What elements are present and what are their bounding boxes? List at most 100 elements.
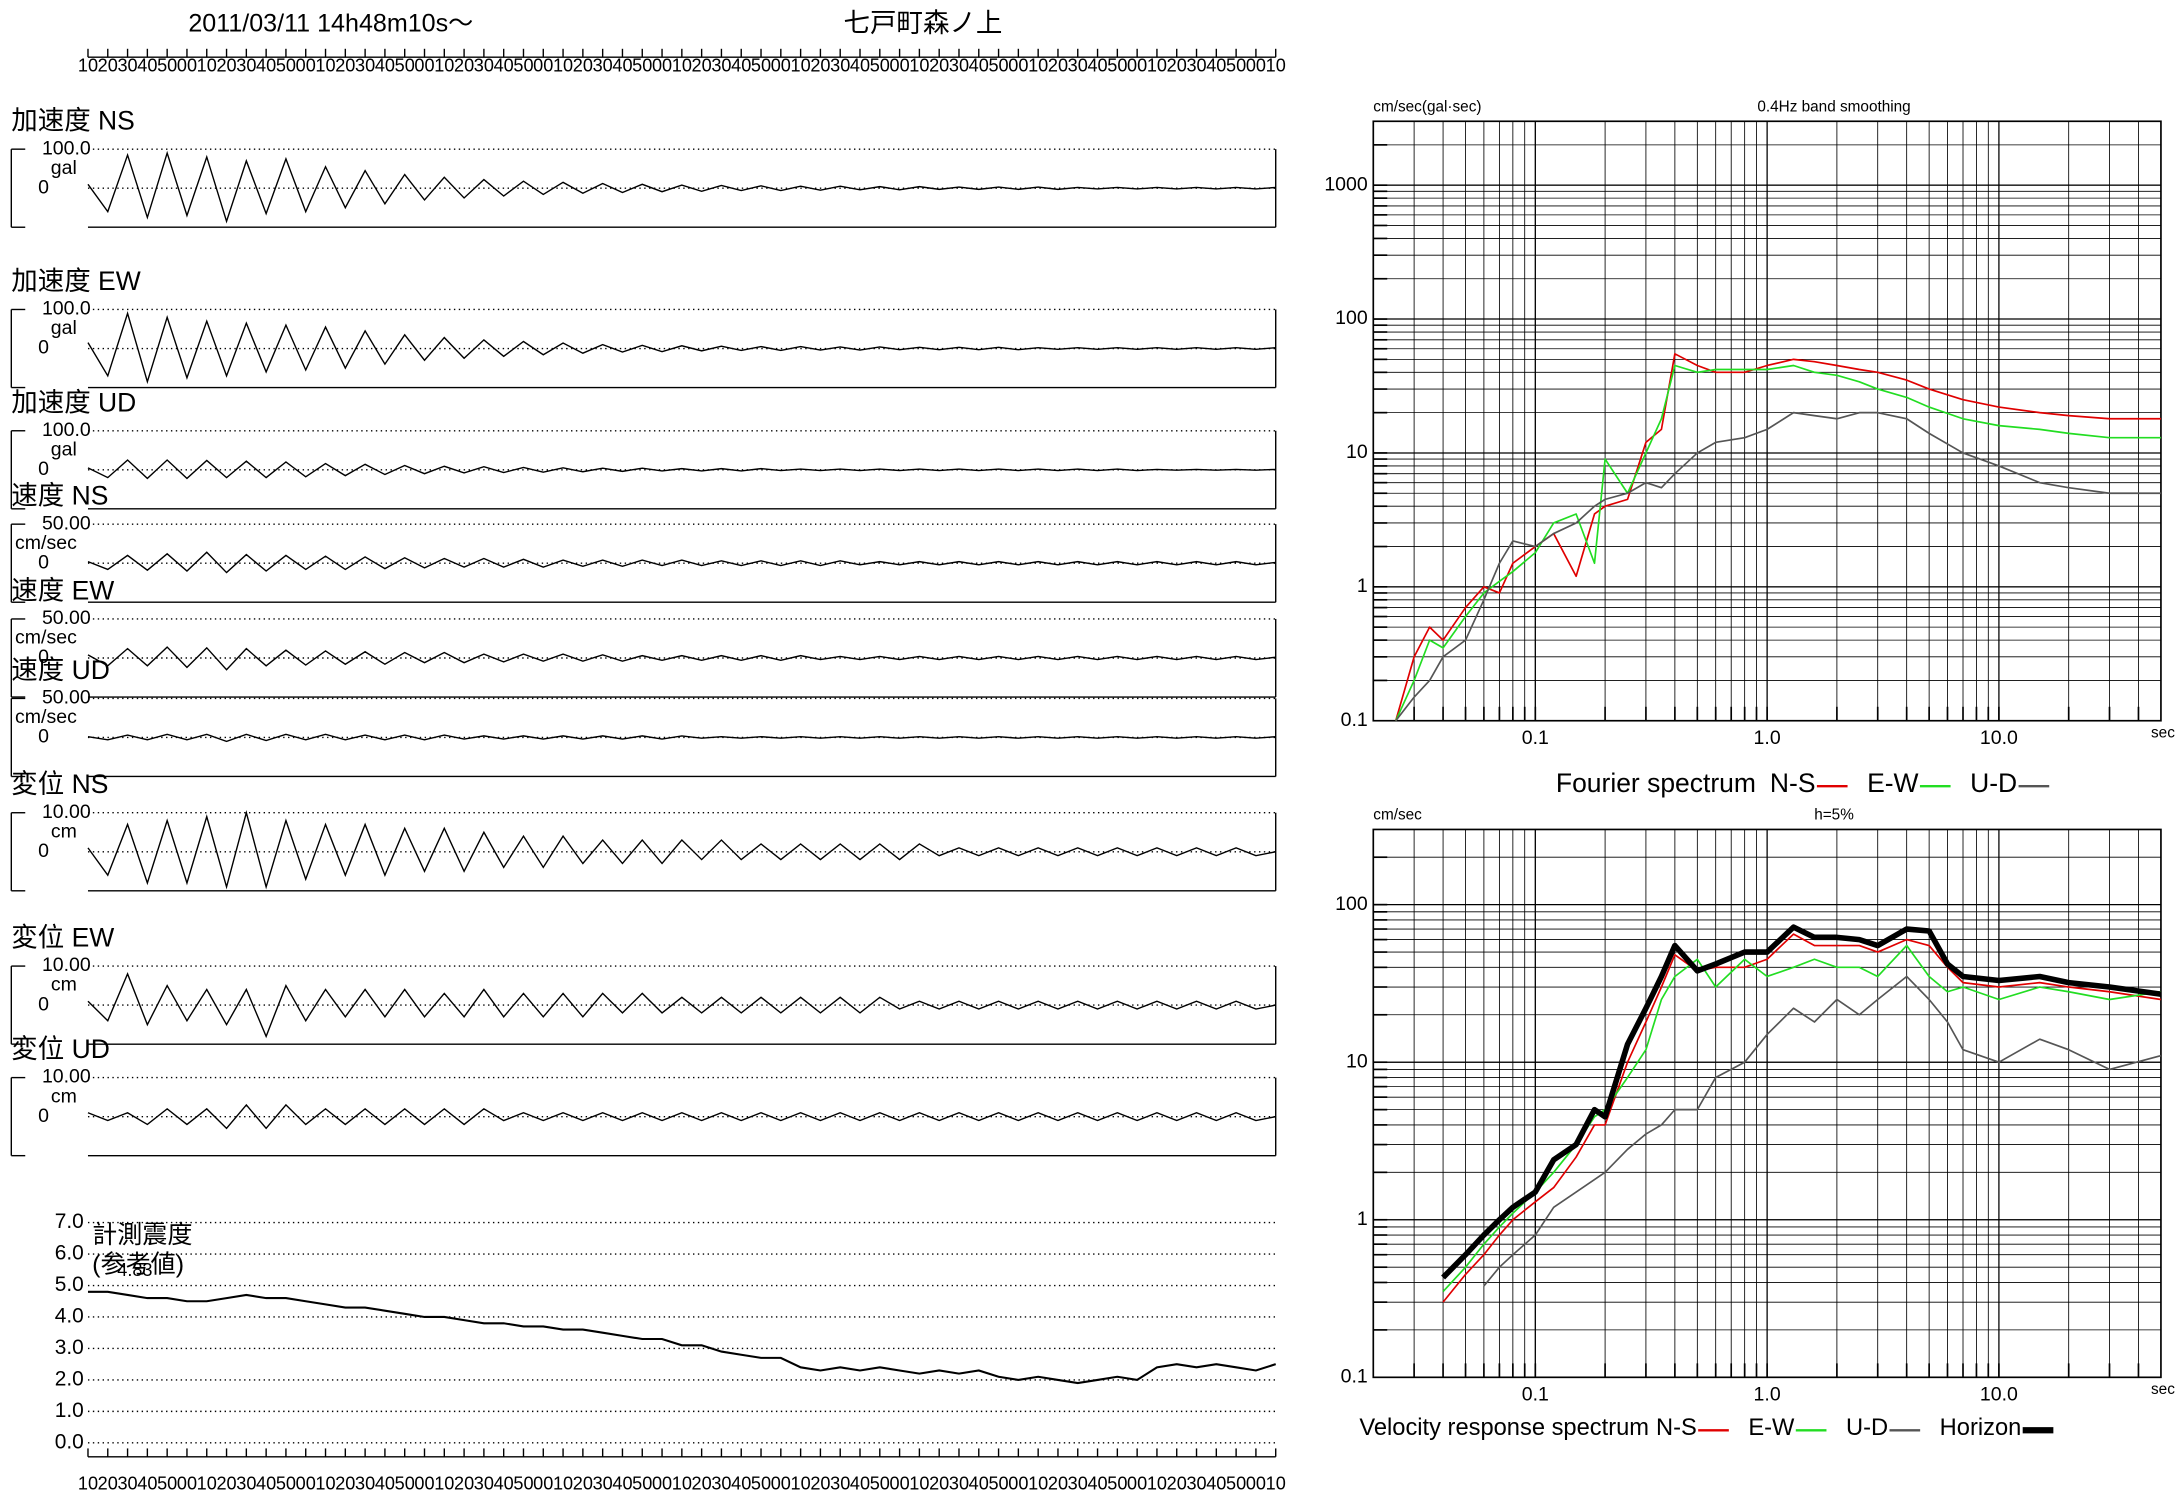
intensity-label: 計測震度 <box>92 1221 192 1249</box>
x-tick-label: 00 <box>533 1473 553 1493</box>
panel-label: 速度 EW <box>11 575 114 605</box>
x-tick-label: 50 <box>157 1473 177 1493</box>
unit-label: gal <box>51 157 77 179</box>
x-tick-label: 40 <box>494 56 514 76</box>
x-tick-label: 40 <box>731 1473 751 1493</box>
x-tick-label: 10.0 <box>1980 1384 2018 1406</box>
x-tick-label: 40 <box>969 56 989 76</box>
x-tick-label: 10 <box>553 1473 573 1493</box>
y-tick-label: 0 <box>38 1105 49 1127</box>
x-tick-label: 30 <box>593 1473 613 1493</box>
x-tick-label: 50 <box>1226 56 1246 76</box>
x-tick-label: 20 <box>692 56 712 76</box>
chart-subtitle: 0.4Hz band smoothing <box>1757 98 1910 115</box>
unit-label: cm <box>51 1085 77 1107</box>
x-tick-label: 50 <box>988 1473 1008 1493</box>
y-tick-label: 1 <box>1357 575 1368 597</box>
x-tick-label: 20 <box>810 56 830 76</box>
y-tick-label: 1.0 <box>55 1399 84 1422</box>
x-tick-label: 10 <box>315 56 335 76</box>
y-tick-label: 10.00 <box>42 801 91 823</box>
y-tick-label: 6.0 <box>55 1242 84 1265</box>
y-tick-label: 1 <box>1357 1208 1368 1230</box>
x-tick-label: 40 <box>137 56 157 76</box>
y-axis-label: cm/sec(gal·sec) <box>1373 98 1481 115</box>
x-tick-label: 00 <box>1008 56 1028 76</box>
panel-label: 変位 NS <box>11 769 108 799</box>
spectrum-line <box>1442 933 2162 1303</box>
x-tick-label: 00 <box>296 56 316 76</box>
x-axis-label: sec <box>2151 724 2175 741</box>
x-tick-label: 20 <box>573 56 593 76</box>
waveform <box>87 1103 1276 1130</box>
x-tick-label: 10 <box>672 1473 692 1493</box>
x-tick-label: 1.0 <box>1754 727 1781 749</box>
x-tick-label: 10 <box>78 1473 98 1493</box>
x-tick-label: 40 <box>612 56 632 76</box>
panel-label: 変位 UD <box>11 1034 110 1064</box>
x-tick-label: 30 <box>474 56 494 76</box>
x-tick-label: 20 <box>573 1473 593 1493</box>
x-tick-label: 10 <box>434 56 454 76</box>
x-tick-label: 50 <box>751 56 771 76</box>
x-tick-label: 20 <box>454 1473 474 1493</box>
legend-label: E-W <box>1867 768 1918 798</box>
y-tick-label: 5.0 <box>55 1273 84 1296</box>
x-tick-label: 00 <box>296 1473 316 1493</box>
x-tick-label: 50 <box>513 56 533 76</box>
waveform <box>87 150 1276 224</box>
panel-label: 速度 UD <box>11 655 110 685</box>
y-tick-label: 0.1 <box>1341 709 1368 731</box>
x-tick-label: 40 <box>969 1473 989 1493</box>
x-tick-label: 00 <box>533 56 553 76</box>
x-tick-label: 30 <box>1068 1473 1088 1493</box>
x-tick-label: 40 <box>1087 56 1107 76</box>
x-tick-label: 00 <box>1246 56 1266 76</box>
x-tick-label: 40 <box>137 1473 157 1493</box>
waveform <box>87 733 1276 743</box>
y-tick-label: 100.0 <box>42 298 91 320</box>
x-tick-label: 40 <box>850 1473 870 1493</box>
y-axis-label: cm/sec <box>1373 807 1422 824</box>
legend-title: Velocity response spectrum <box>1359 1415 1649 1441</box>
y-tick-label: 50.00 <box>42 512 91 534</box>
x-tick-label: 10 <box>78 56 98 76</box>
x-tick-label: 00 <box>177 1473 197 1493</box>
x-tick-label: 10 <box>791 1473 811 1493</box>
x-tick-label: 00 <box>1127 1473 1147 1493</box>
x-tick-label: 10 <box>791 56 811 76</box>
unit-label: cm <box>51 974 77 996</box>
y-tick-label: 0 <box>38 646 49 668</box>
y-tick-label: 0 <box>38 551 49 573</box>
x-tick-label: 00 <box>414 56 434 76</box>
x-tick-label: 20 <box>216 56 236 76</box>
x-tick-label: 00 <box>1127 56 1147 76</box>
x-tick-label: 20 <box>1167 1473 1187 1493</box>
x-tick-label: 00 <box>771 56 791 76</box>
intensity-line <box>87 1290 1277 1385</box>
x-tick-label: 50 <box>395 1473 415 1493</box>
x-tick-label: 40 <box>375 1473 395 1493</box>
x-tick-label: 20 <box>454 56 474 76</box>
x-tick-label: 10 <box>197 56 217 76</box>
x-tick-label: 50 <box>751 1473 771 1493</box>
waveform <box>87 551 1276 574</box>
legend-label: U-D <box>1970 768 2017 798</box>
x-tick-label: 30 <box>593 56 613 76</box>
x-tick-label: 40 <box>1206 1473 1226 1493</box>
x-tick-label: 30 <box>355 1473 375 1493</box>
x-tick-label: 50 <box>870 1473 890 1493</box>
x-tick-label: 10 <box>1147 56 1167 76</box>
y-tick-label: 100 <box>1335 893 1368 915</box>
x-tick-label: 30 <box>355 56 375 76</box>
x-tick-label: 10 <box>1266 56 1286 76</box>
x-tick-label: 30 <box>117 56 137 76</box>
x-tick-label: 40 <box>256 56 276 76</box>
x-tick-label: 10 <box>672 56 692 76</box>
x-tick-label: 40 <box>256 1473 276 1493</box>
x-tick-label: 50 <box>276 1473 296 1493</box>
y-tick-label: 0 <box>38 840 49 862</box>
x-tick-label: 30 <box>236 56 256 76</box>
